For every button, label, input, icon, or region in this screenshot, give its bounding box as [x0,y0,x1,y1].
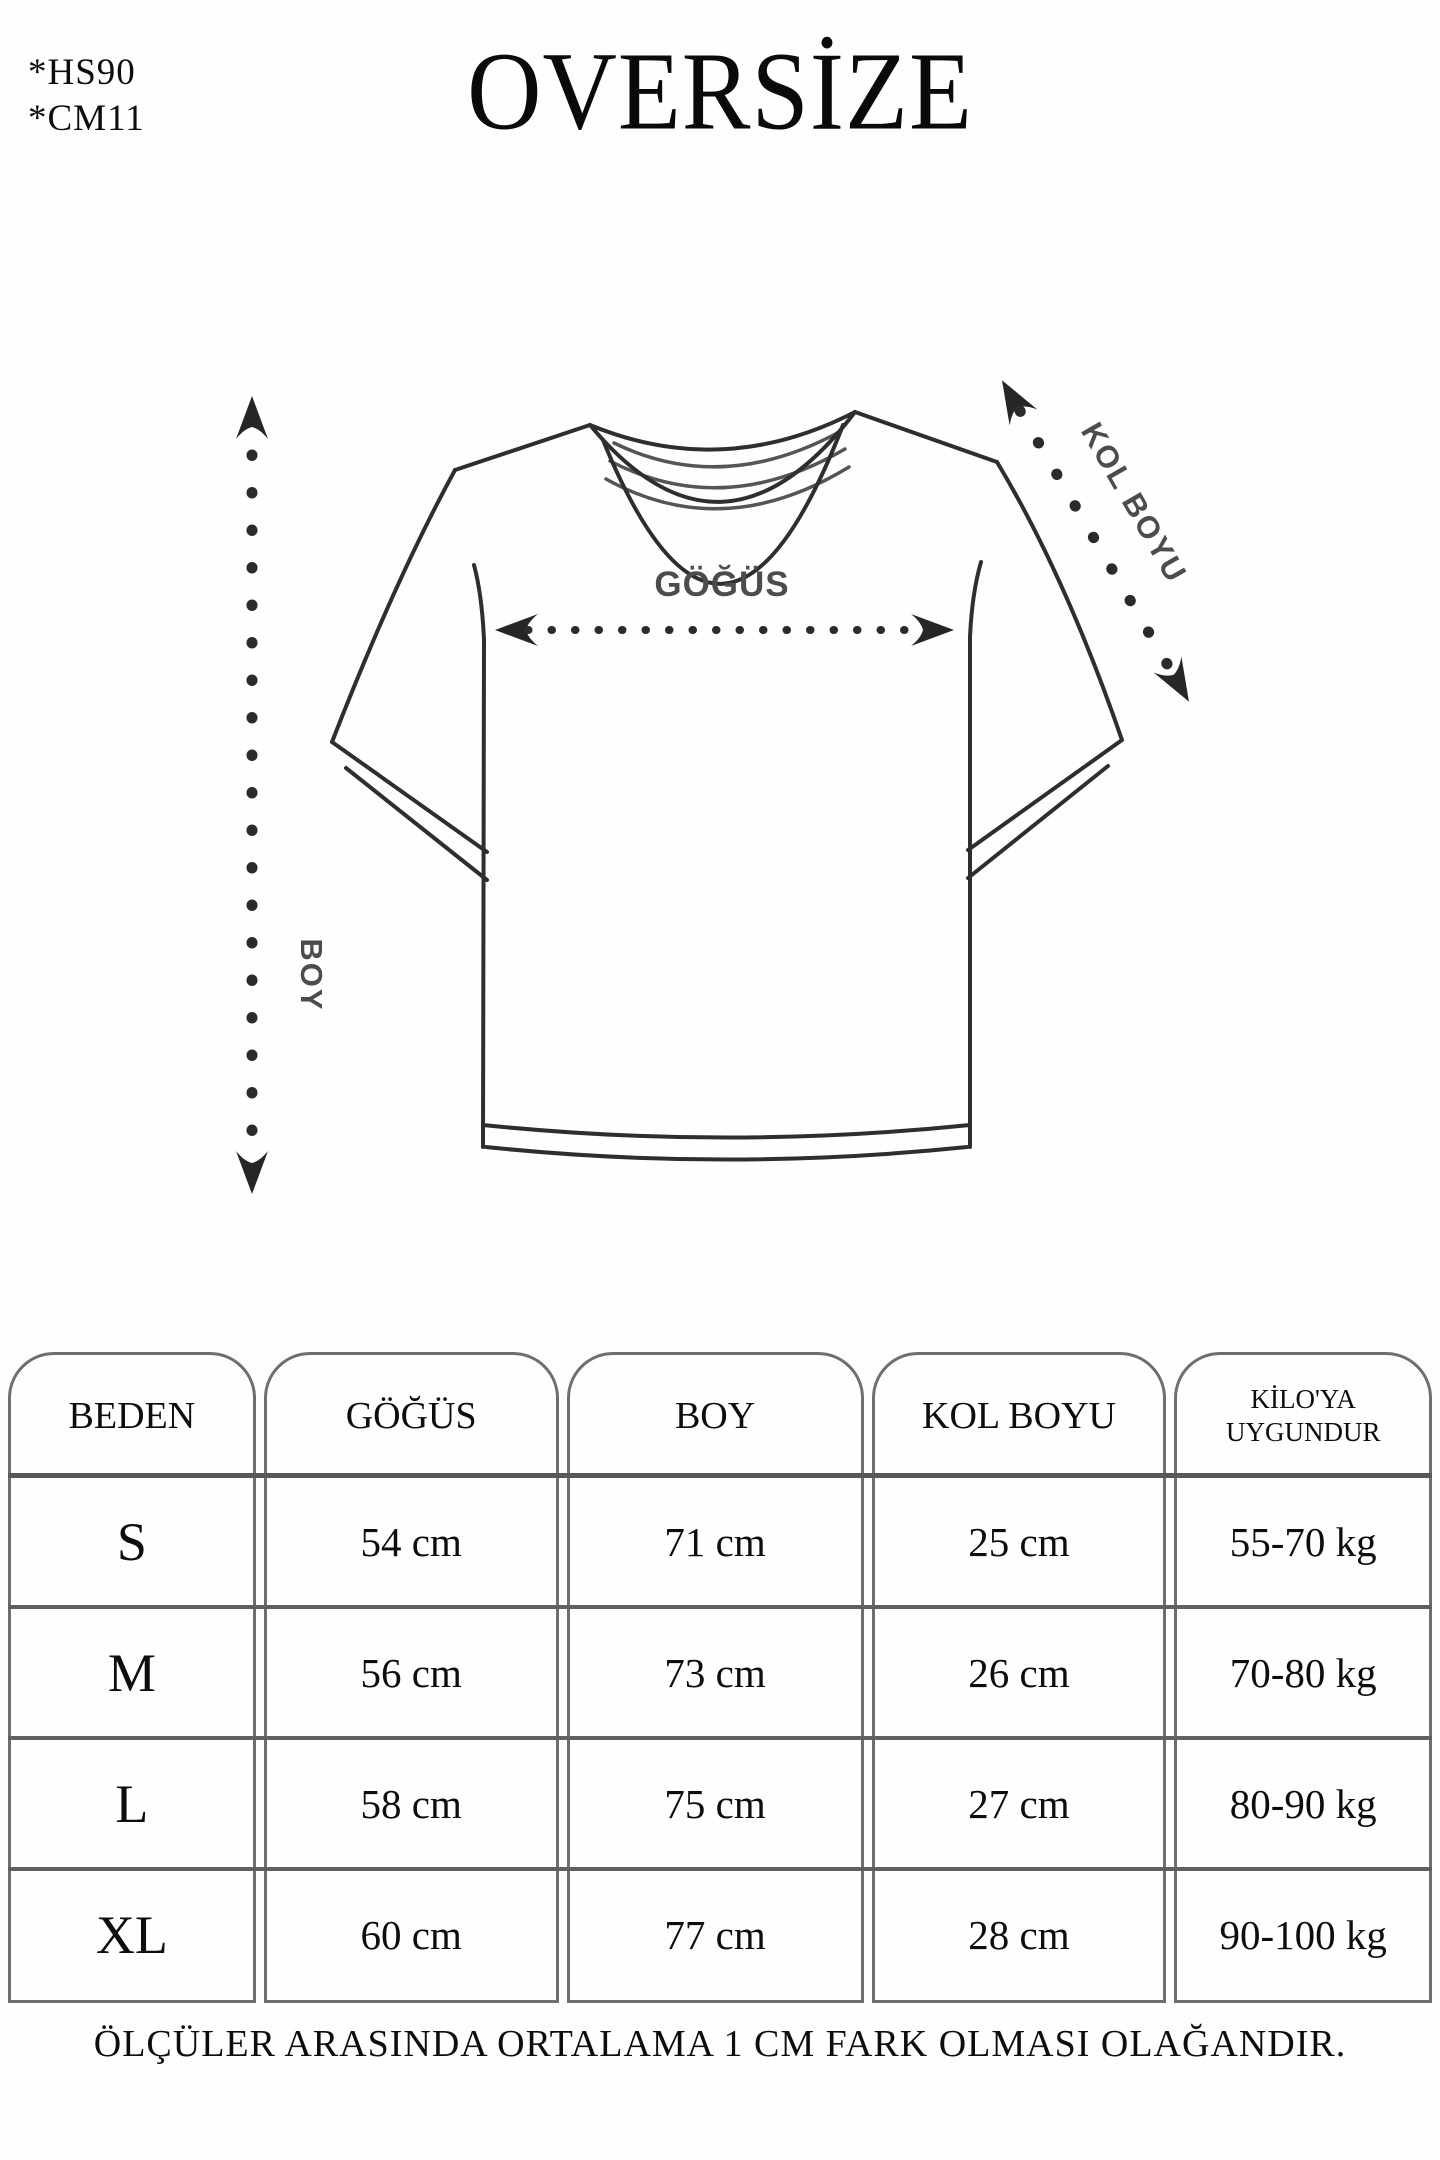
size-cell: L [115,1773,149,1834]
page-title: OVERSİZE [467,30,973,154]
product-code-1: *HS90 [28,52,136,93]
table-divider [8,1736,1432,1740]
column-boy: BOY 71 cm 73 cm 75 cm 77 cm [566,1352,864,2003]
weight-cell: 90-100 kg [1219,1911,1387,1958]
tshirt-outline [330,410,1124,1162]
length-cell: 71 cm [664,1518,766,1565]
length-cell: 77 cm [664,1911,766,1958]
length-cell: 75 cm [664,1780,766,1827]
chest-label: GÖĞÜS [654,564,789,604]
column-kol-boyu: KOL BOYU 25 cm 26 cm 27 cm 28 cm [871,1352,1167,2003]
length-cell: 73 cm [664,1649,766,1696]
product-codes: *HS90 *CM11 [28,50,145,143]
column-kiloya-uygundur: KİLO'YA UYGUNDUR 55-70 kg 70-80 kg 80-90… [1174,1352,1432,2003]
size-cell: XL [95,1904,168,1965]
column-header: KİLO'YA UYGUNDUR [1225,1384,1381,1447]
chest-cell: 56 cm [360,1649,462,1696]
size-table: BEDEN S M L XL GÖĞÜS 54 cm 56 cm 58 cm 6… [8,1352,1432,2003]
sleeve-label: KOL BOYU [1074,416,1194,589]
chest-cell: 60 cm [360,1911,462,1958]
chest-arrow [495,614,954,646]
size-cell: S [116,1511,147,1572]
weight-cell: 80-90 kg [1229,1780,1377,1827]
column-header: BOY [674,1394,756,1437]
table-divider [8,1473,1432,1478]
sleeve-cell: 28 cm [968,1911,1070,1958]
chest-cell: 54 cm [360,1518,462,1565]
tshirt-measurement-diagram: BOY GÖĞÜS KOL BOYU [236,372,1203,1194]
chest-cell: 58 cm [360,1780,462,1827]
length-label: BOY [294,938,329,1011]
weight-cell: 70-80 kg [1229,1649,1377,1696]
sleeve-arrow [988,372,1203,710]
sleeve-cell: 27 cm [968,1780,1070,1827]
column-header: KOL BOYU [922,1394,1116,1437]
product-code-2: *CM11 [28,98,145,140]
sleeve-cell: 25 cm [968,1518,1070,1565]
column-beden: BEDEN S M L XL [8,1352,256,2003]
table-divider [8,1605,1432,1609]
column-header: BEDEN [68,1394,196,1437]
sleeve-cell: 26 cm [968,1649,1070,1696]
size-cell: M [107,1642,156,1703]
column-gogus: GÖĞÜS 54 cm 56 cm 58 cm 60 cm [263,1352,559,2003]
table-divider [8,1867,1432,1871]
column-header: GÖĞÜS [345,1394,477,1437]
length-arrow [236,396,268,1194]
tolerance-note: ÖLÇÜLER ARASINDA ORTALAMA 1 CM FARK OLMA… [93,2023,1347,2065]
weight-cell: 55-70 kg [1229,1518,1377,1565]
